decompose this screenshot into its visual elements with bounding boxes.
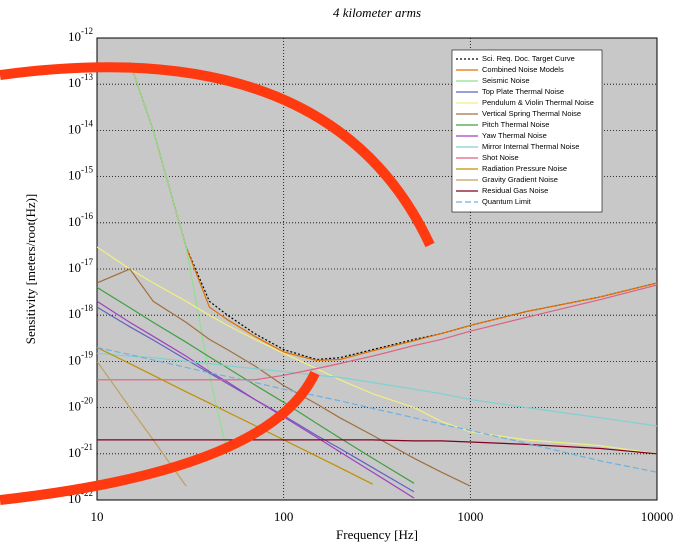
series-line	[97, 268, 471, 487]
series-line	[97, 346, 373, 485]
red-annotation-stroke	[0, 62, 435, 248]
legend-label: Combined Noise Models	[482, 65, 564, 74]
y-tick-label: 10-14	[68, 118, 93, 136]
x-tick-label: 10000	[641, 509, 674, 524]
legend-label: Gravity Gradient Noise	[482, 175, 558, 184]
x-tick-label: 100	[274, 509, 294, 524]
series-line	[129, 62, 657, 362]
y-tick-label: 10-19	[68, 349, 93, 367]
y-tick-label: 10-12	[68, 26, 93, 44]
y-tick-label: 10-17	[68, 257, 93, 275]
legend-label: Sci. Req. Doc. Target Curve	[482, 54, 575, 63]
chart-title: 4 kilometer arms	[333, 5, 421, 20]
series-line	[97, 346, 657, 473]
legend-label: Quantum Limit	[482, 197, 532, 206]
y-tick-label: 10-13	[68, 72, 93, 90]
series-line	[97, 439, 657, 455]
legend-label: Radiation Pressure Noise	[482, 164, 567, 173]
series-line	[97, 361, 187, 487]
legend-label: Residual Gas Noise	[482, 186, 548, 195]
x-tick-label: 10	[91, 509, 104, 524]
y-tick-label: 10-16	[68, 211, 93, 229]
series-line	[97, 284, 657, 381]
legend-label: Top Plate Thermal Noise	[482, 87, 564, 96]
y-tick-label: 10-18	[68, 303, 93, 321]
series-line	[97, 300, 415, 499]
legend-box	[451, 49, 603, 213]
legend-label: Shot Noise	[482, 153, 519, 162]
legend-label: Pitch Thermal Noise	[482, 120, 549, 129]
y-tick-label: 10-20	[68, 396, 93, 414]
red-annotation-stroke	[0, 370, 320, 505]
series-line	[97, 286, 415, 484]
y-tick-label: 10-21	[68, 442, 93, 460]
series-line	[97, 306, 415, 493]
x-tick-label: 1000	[457, 509, 483, 524]
series-line	[129, 62, 229, 454]
legend-label: Mirror Internal Thermal Noise	[482, 142, 579, 151]
y-axis-label: Sensitivity [meters/root(Hz)]	[23, 194, 38, 345]
legend-label: Pendulum & Violin Thermal Noise	[482, 98, 594, 107]
y-tick-label: 10-15	[68, 165, 93, 183]
legend-label: Vertical Spring Thermal Noise	[482, 109, 581, 118]
legend-label: Seismic Noise	[482, 76, 530, 85]
legend-label: Yaw Thermal Noise	[482, 131, 547, 140]
x-axis-label: Frequency [Hz]	[336, 527, 418, 542]
